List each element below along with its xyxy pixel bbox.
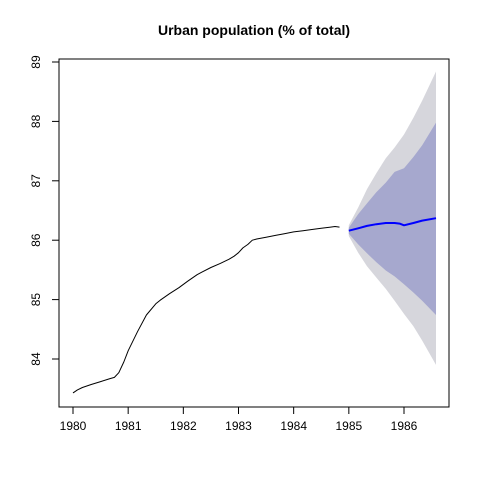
x-tick-label: 1983	[225, 419, 252, 433]
confidence-bands	[348, 71, 436, 365]
x-tick-label: 1984	[280, 419, 307, 433]
y-tick-label: 88	[29, 114, 43, 128]
y-tick-label: 86	[29, 233, 43, 247]
chart-title: Urban population (% of total)	[158, 22, 350, 38]
series-lines	[72, 217, 437, 394]
observed-line	[72, 226, 340, 394]
x-axis: 1980 1981 1982 1983 1984 1985 1986	[60, 406, 418, 433]
y-tick-label: 84	[29, 352, 43, 366]
band-80-pct	[348, 122, 436, 315]
x-tick-label: 1986	[391, 419, 418, 433]
y-axis: 84 85 86 87 88 89	[29, 55, 60, 366]
x-tick-label: 1985	[335, 419, 362, 433]
x-tick-label: 1981	[115, 419, 142, 433]
x-tick-label: 1982	[170, 419, 197, 433]
y-tick-label: 85	[29, 293, 43, 307]
forecast-line	[348, 217, 437, 232]
y-tick-label: 89	[29, 55, 43, 69]
x-tick-label: 1980	[60, 419, 87, 433]
y-tick-label: 87	[29, 174, 43, 188]
